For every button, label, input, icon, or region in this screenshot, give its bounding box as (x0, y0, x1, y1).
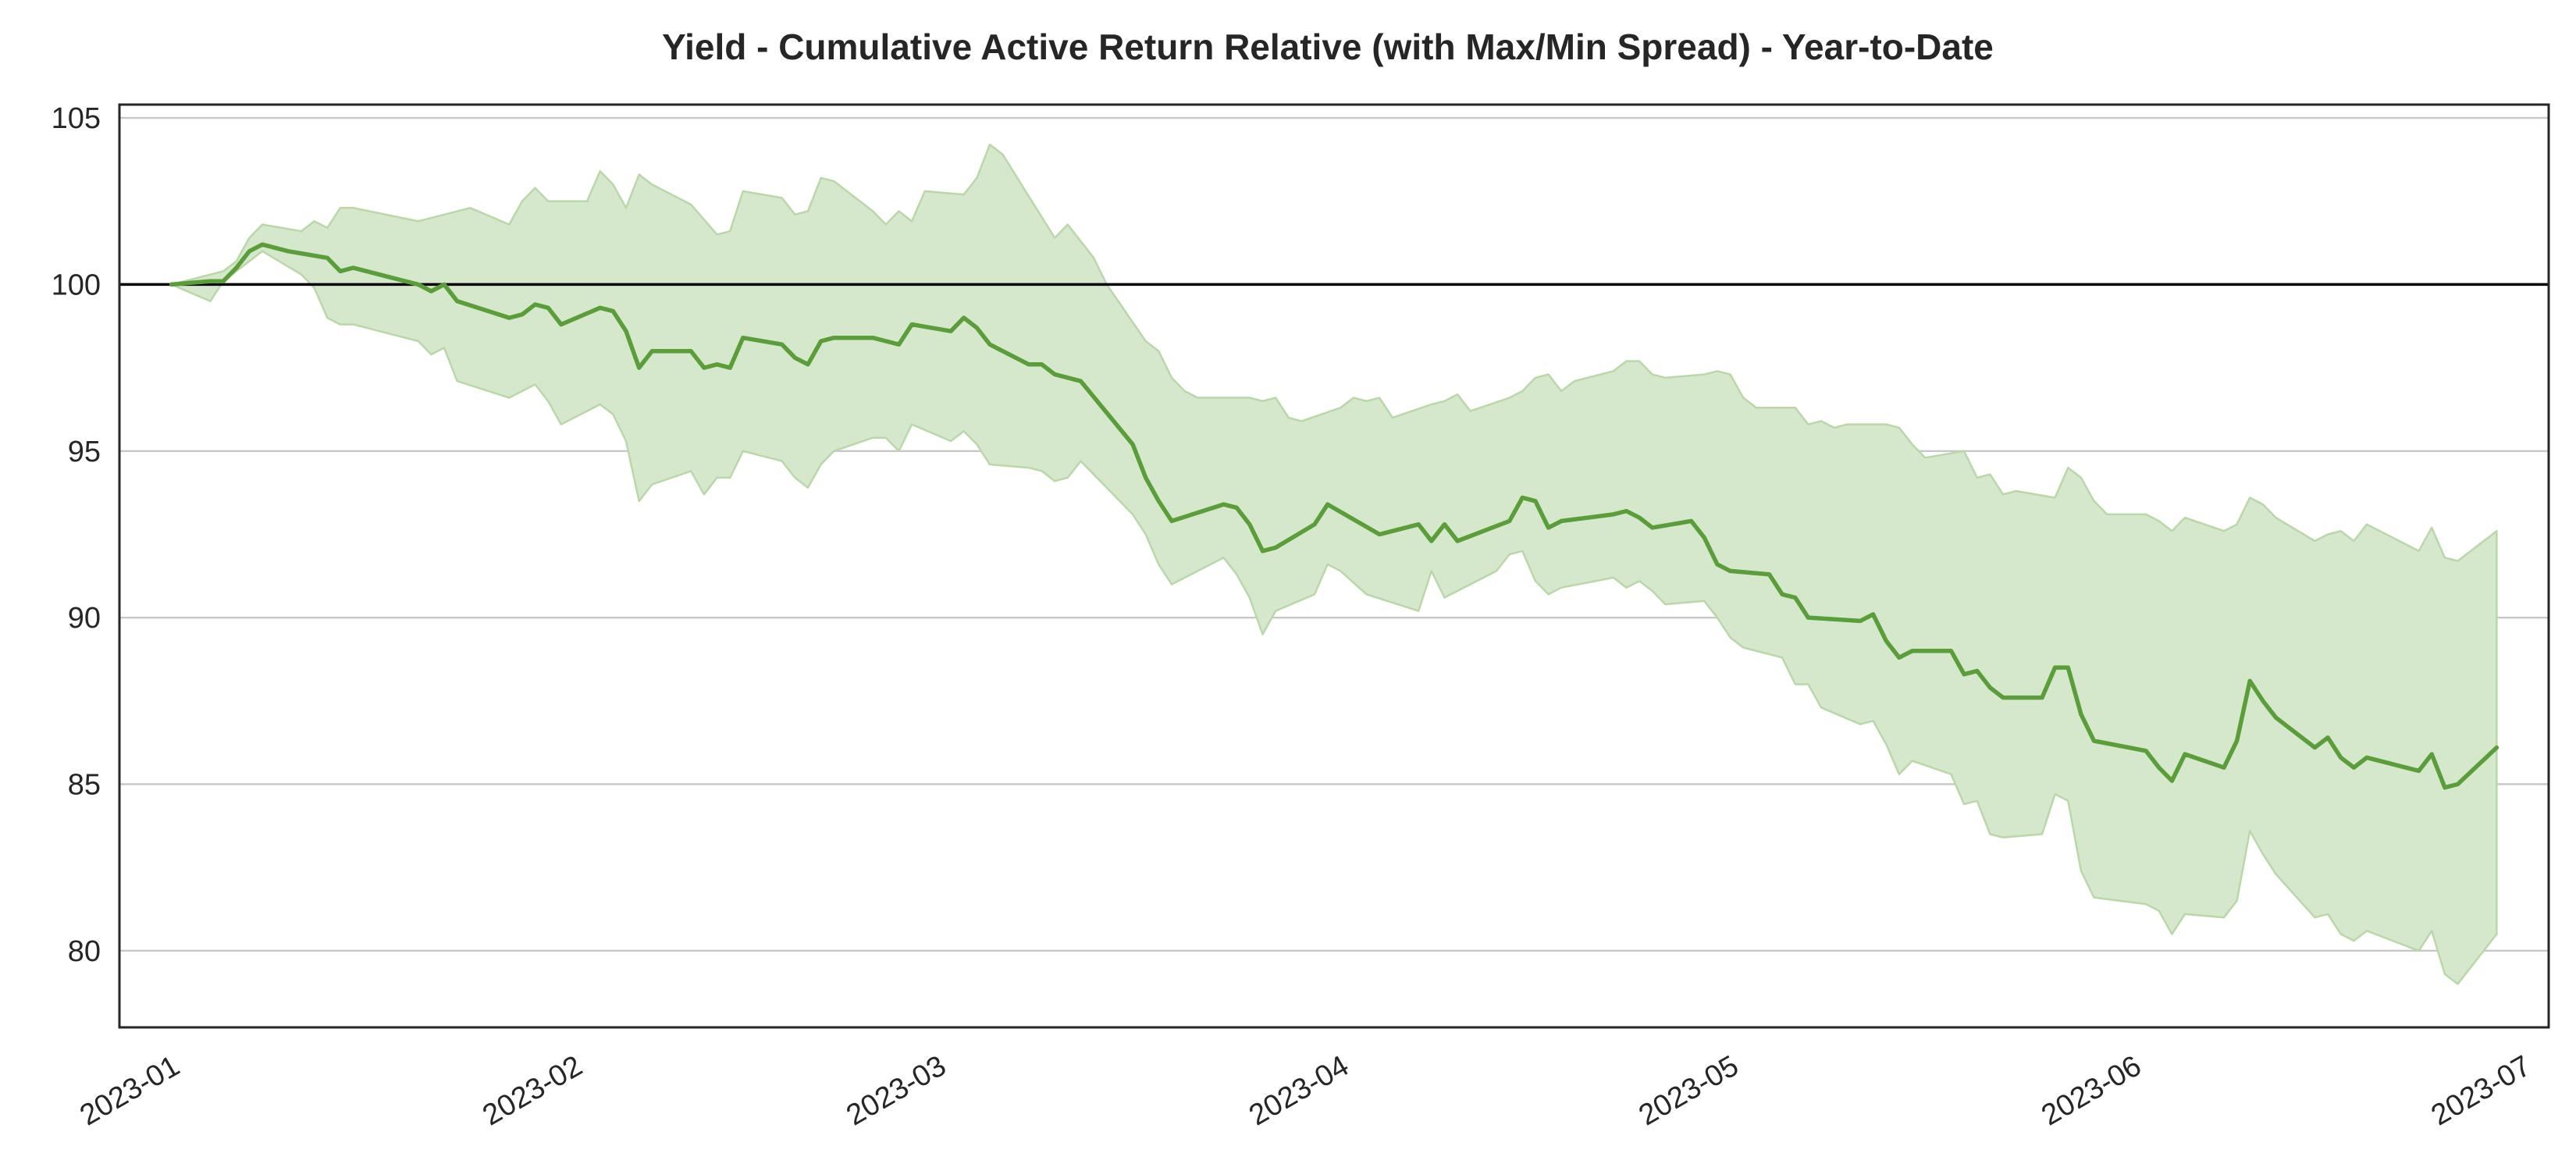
chart-title: Yield - Cumulative Active Return Relativ… (662, 27, 1994, 67)
y-tick-label: 85 (68, 768, 101, 801)
y-tick-label: 80 (68, 935, 101, 968)
spread-band-area (170, 143, 2498, 985)
spread-band (170, 143, 2498, 985)
y-tick-label: 105 (52, 102, 101, 135)
plot-frame (118, 103, 2550, 1029)
y-tick-label: 95 (68, 436, 101, 468)
y-tick-label: 100 (52, 269, 101, 301)
y-tick-label: 90 (68, 602, 101, 635)
relative-line (169, 242, 2500, 790)
relative-line-group (169, 242, 2500, 790)
y-axis-ticks: 80 85 90 95 100 105 (52, 102, 101, 968)
